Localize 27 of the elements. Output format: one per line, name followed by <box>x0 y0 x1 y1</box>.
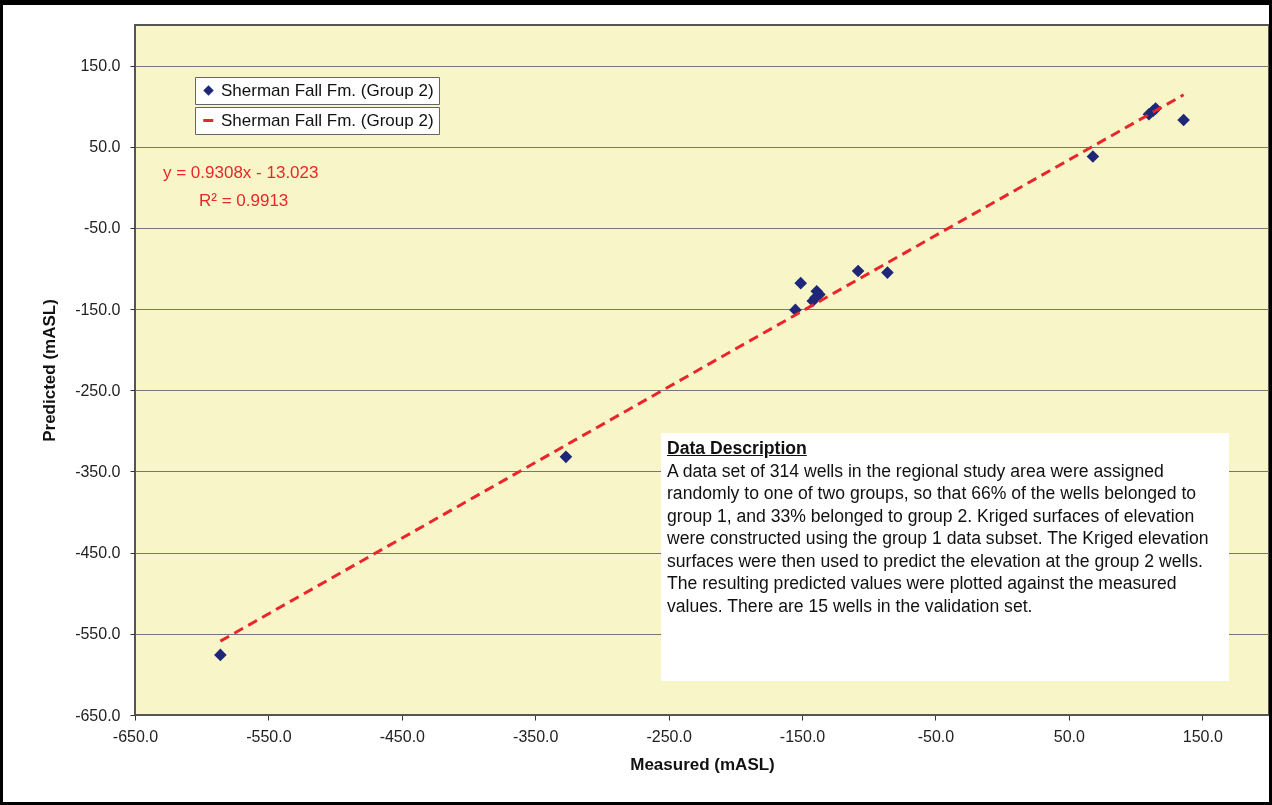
y-tick-label: -450.0 <box>75 544 121 562</box>
x-tick-label: -150.0 <box>779 727 826 745</box>
y-tick-label: -550.0 <box>75 625 121 643</box>
y-tick-label: -150.0 <box>75 300 121 318</box>
annotation: y = 0.9308x - 13.023 <box>163 163 319 183</box>
legend-label: Sherman Fall Fm. (Group 2) <box>221 80 434 100</box>
annotation: A data set of 314 wells in the regional study area were assigned randomly to one of two groups, so that 66% of the wells belonged to group 1, and 33% belonged to group 2. Kriged surfaces of elevation were constructed using the group 1 data subset. The Kriged elevation surfaces were then used to predict the elevation at the group 2 wells. The resulting predicted values were plotted against the measured values. There are 15 wells in the validation set. <box>667 459 1210 617</box>
legend-label: Sherman Fall Fm. (Group 2) <box>221 110 434 130</box>
annotation: Data Description <box>667 437 808 460</box>
x-tick-label: -250.0 <box>646 727 692 745</box>
x-tick-label: -450.0 <box>379 727 426 745</box>
x-tick-label: 50.0 <box>1053 727 1086 745</box>
x-tick-label: -650.0 <box>112 727 159 745</box>
x-tick-label: -350.0 <box>513 727 559 745</box>
y-tick-label: 150.0 <box>80 57 121 75</box>
y-tick-label: -650.0 <box>75 706 121 724</box>
x-axis-title: Measured (mASL) <box>630 754 775 774</box>
x-tick-label: -50.0 <box>917 727 955 745</box>
annotation: R² = 0.9913 <box>199 191 289 211</box>
y-tick-label: 50.0 <box>89 138 121 156</box>
text-box: Data Description A data set of 314 wells in the regional study area were assigned randomly to one of two groups, so that 66% of the wells belonged to group 1, and 33% belonged to group 2. Kriged surfaces of elevation were constructed using the group 1 data subset. The Kriged elevation surfaces were then used to predict the elevation at the group 2 wells. The resulting predicted values were plotted against the measured values. There are 15 wells in the validation set. <box>661 433 1229 681</box>
y-tick-label: -50.0 <box>84 219 121 237</box>
y-axis-title: Predicted (mASL) <box>40 299 60 442</box>
x-tick-label: -550.0 <box>246 727 292 745</box>
y-tick-label: -350.0 <box>75 462 121 480</box>
x-tick-label: 150.0 <box>1182 727 1223 745</box>
y-tick-label: -250.0 <box>75 381 121 399</box>
